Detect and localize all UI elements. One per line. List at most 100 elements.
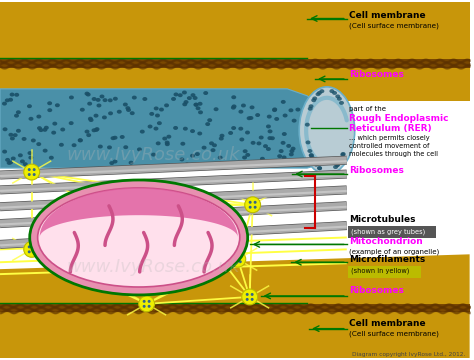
Ellipse shape xyxy=(231,95,236,99)
Ellipse shape xyxy=(182,90,187,94)
Ellipse shape xyxy=(195,152,200,156)
Ellipse shape xyxy=(192,96,198,100)
Ellipse shape xyxy=(126,106,130,110)
Ellipse shape xyxy=(187,96,192,100)
Ellipse shape xyxy=(102,98,108,102)
Ellipse shape xyxy=(154,107,159,111)
Ellipse shape xyxy=(179,204,182,207)
Ellipse shape xyxy=(28,168,31,171)
Text: Microtubules: Microtubules xyxy=(349,215,415,224)
Ellipse shape xyxy=(147,300,151,303)
Ellipse shape xyxy=(162,136,167,140)
Ellipse shape xyxy=(126,108,131,112)
Ellipse shape xyxy=(198,102,202,106)
Ellipse shape xyxy=(281,100,286,104)
Ellipse shape xyxy=(335,163,340,167)
Text: controlled movement of: controlled movement of xyxy=(349,143,429,149)
Ellipse shape xyxy=(241,104,246,108)
Ellipse shape xyxy=(245,197,261,213)
Ellipse shape xyxy=(97,104,101,108)
Ellipse shape xyxy=(47,101,52,105)
Polygon shape xyxy=(0,89,337,168)
Ellipse shape xyxy=(219,136,224,140)
Ellipse shape xyxy=(317,91,322,95)
Ellipse shape xyxy=(164,140,170,144)
Ellipse shape xyxy=(210,148,216,152)
Ellipse shape xyxy=(123,103,128,107)
Ellipse shape xyxy=(120,135,125,139)
Ellipse shape xyxy=(308,107,313,111)
Ellipse shape xyxy=(108,98,113,102)
Ellipse shape xyxy=(341,152,346,156)
Ellipse shape xyxy=(231,106,236,110)
Ellipse shape xyxy=(84,92,90,96)
Ellipse shape xyxy=(36,114,41,118)
Text: Ribosomes: Ribosomes xyxy=(349,287,404,296)
Ellipse shape xyxy=(112,159,118,163)
Ellipse shape xyxy=(94,127,100,131)
Ellipse shape xyxy=(335,163,339,167)
Ellipse shape xyxy=(238,110,243,114)
Ellipse shape xyxy=(166,135,171,139)
Ellipse shape xyxy=(286,144,291,148)
Ellipse shape xyxy=(139,296,155,312)
Ellipse shape xyxy=(28,246,31,248)
Ellipse shape xyxy=(91,128,97,132)
Text: (example of an organelle): (example of an organelle) xyxy=(349,248,439,255)
Ellipse shape xyxy=(309,153,314,157)
Ellipse shape xyxy=(100,209,103,212)
Ellipse shape xyxy=(14,114,19,118)
Ellipse shape xyxy=(33,250,36,253)
Ellipse shape xyxy=(37,126,42,130)
Ellipse shape xyxy=(78,138,82,142)
Ellipse shape xyxy=(219,134,225,138)
Ellipse shape xyxy=(31,139,36,143)
Ellipse shape xyxy=(110,136,116,140)
Ellipse shape xyxy=(22,137,27,141)
Ellipse shape xyxy=(337,159,342,163)
Text: Cell membrane: Cell membrane xyxy=(349,11,425,20)
Ellipse shape xyxy=(55,103,60,107)
Text: Ribosomes: Ribosomes xyxy=(349,166,404,175)
Ellipse shape xyxy=(246,116,252,120)
Ellipse shape xyxy=(60,127,65,131)
Ellipse shape xyxy=(266,125,271,129)
Ellipse shape xyxy=(239,138,244,141)
Ellipse shape xyxy=(59,143,64,147)
Ellipse shape xyxy=(212,143,217,147)
Ellipse shape xyxy=(149,112,154,116)
Ellipse shape xyxy=(130,111,135,115)
Ellipse shape xyxy=(87,102,92,105)
Ellipse shape xyxy=(309,104,313,108)
Ellipse shape xyxy=(312,160,317,164)
Ellipse shape xyxy=(228,131,233,135)
Ellipse shape xyxy=(27,104,32,108)
Ellipse shape xyxy=(231,126,236,130)
Ellipse shape xyxy=(98,145,103,149)
Ellipse shape xyxy=(102,116,107,120)
Ellipse shape xyxy=(9,93,15,96)
Polygon shape xyxy=(0,2,307,101)
Ellipse shape xyxy=(16,110,21,114)
Ellipse shape xyxy=(245,153,250,157)
Ellipse shape xyxy=(100,204,103,207)
Ellipse shape xyxy=(80,108,85,112)
Ellipse shape xyxy=(337,160,342,164)
Ellipse shape xyxy=(203,91,208,95)
Ellipse shape xyxy=(165,142,170,146)
Ellipse shape xyxy=(282,132,287,136)
Ellipse shape xyxy=(47,108,52,112)
Ellipse shape xyxy=(30,180,248,295)
Text: Microfilaments: Microfilaments xyxy=(349,255,425,264)
Ellipse shape xyxy=(239,260,242,263)
Ellipse shape xyxy=(279,149,283,153)
Ellipse shape xyxy=(44,126,49,130)
Ellipse shape xyxy=(107,145,112,149)
Ellipse shape xyxy=(337,97,342,101)
Ellipse shape xyxy=(218,161,223,165)
Ellipse shape xyxy=(49,156,54,160)
Ellipse shape xyxy=(183,127,188,131)
Ellipse shape xyxy=(2,127,8,131)
Ellipse shape xyxy=(292,119,297,123)
Ellipse shape xyxy=(147,305,151,308)
